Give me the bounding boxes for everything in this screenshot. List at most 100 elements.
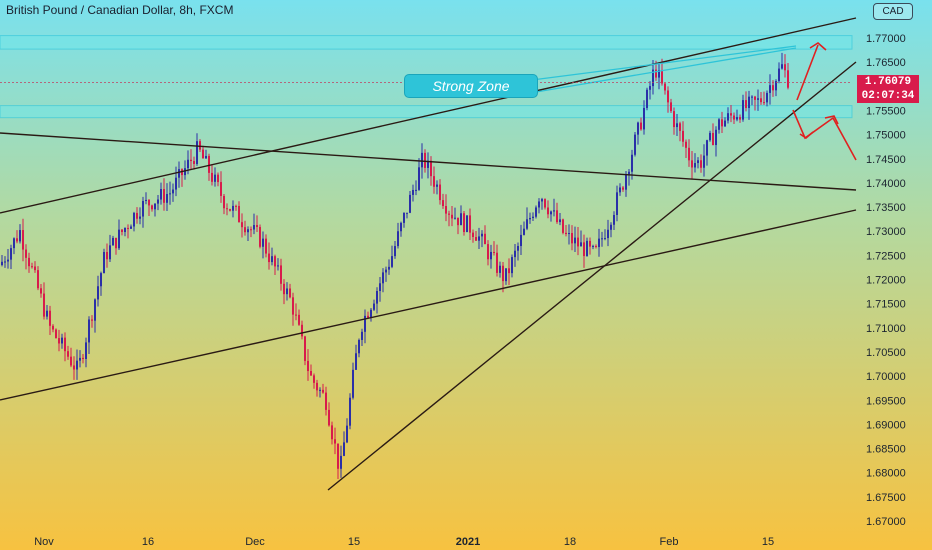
lower-channel-trendline[interactable] [0,209,857,401]
candle [727,107,729,124]
y-tick-label: 1.72500 [866,250,906,262]
candle [772,80,774,97]
candle-body [628,171,630,175]
candle-body [151,205,153,210]
up-arrow[interactable] [796,44,819,101]
candle [31,262,33,269]
candle [160,182,162,205]
candle-body [415,189,417,191]
x-tick-label: 15 [348,536,360,548]
candle-body [388,266,390,270]
descending-trendline[interactable] [0,132,857,191]
up-arrow-head[interactable] [809,42,827,51]
y-tick-label: 1.75500 [866,105,906,117]
candle [106,243,108,268]
candle [226,203,228,216]
candle-body [538,201,540,208]
candle-body [208,155,210,173]
upper-channel-trendline[interactable] [0,17,857,214]
down-arrow-head[interactable] [799,131,814,140]
candle [388,259,390,275]
candle-body [262,238,264,247]
candle [238,201,240,223]
candle-body [331,425,333,440]
candle [397,222,399,249]
candle [427,152,429,179]
candle [703,144,705,177]
candle-body [589,240,591,247]
candle [505,268,507,285]
candle [121,229,123,236]
candle [517,242,519,261]
candle [25,244,27,270]
candle [766,90,768,107]
candle [562,218,564,235]
candle-body [394,246,396,257]
candle-body [280,265,282,284]
candle [697,157,699,169]
candle [100,271,102,296]
candle [673,107,675,135]
candle-body [412,189,414,195]
candle-body [400,222,402,232]
y-tick-label: 1.69000 [866,419,906,431]
candle-body [88,319,90,343]
candle-body [304,336,306,361]
candle-body [508,268,510,274]
candle [10,244,12,270]
candle [13,237,15,255]
candle [196,133,198,166]
candle-body [745,100,747,109]
candle [628,168,630,186]
candle-body [730,113,732,116]
candle [277,258,279,271]
candle [109,234,111,263]
candle [271,247,273,266]
rising-support-trendline[interactable] [327,61,857,491]
candle-body [490,251,492,260]
candle-body [739,117,741,120]
candle [733,112,735,125]
y-tick-label: 1.70500 [866,347,906,359]
candle [232,200,234,218]
strong-zone-pointer-line[interactable] [531,45,797,81]
candle [94,298,96,333]
candle-body [52,325,54,330]
candle-body [337,443,339,469]
candle-body [754,96,756,100]
candle [289,283,291,299]
candle [487,240,489,266]
candle-body [160,189,162,200]
candle-body [697,160,699,164]
candle [583,234,585,268]
candle [373,299,375,312]
candle-body [217,174,219,183]
candle-body [565,232,567,235]
currency-badge[interactable]: CAD [873,3,913,20]
candle-body [67,351,69,357]
candle [415,180,417,196]
candle [688,139,690,167]
candle-body [307,360,309,372]
strong-zone-pointer-line-2[interactable] [535,47,797,93]
down-arrow[interactable] [792,109,857,161]
candle-body [94,299,96,321]
candle [475,231,477,242]
candle [454,207,456,220]
candle [445,194,447,222]
candle [442,193,444,209]
candle [763,91,765,106]
candle [247,226,249,242]
candle [55,328,57,339]
candle-body [238,205,240,223]
candle-body [523,228,525,235]
candle [37,266,39,291]
candle [694,153,696,173]
candle [262,231,264,259]
down-arrow-head-2[interactable] [824,115,839,125]
candle [313,373,315,389]
candle-body [787,70,789,88]
candle [379,277,381,302]
candle-body [445,206,447,214]
candle [391,245,393,269]
